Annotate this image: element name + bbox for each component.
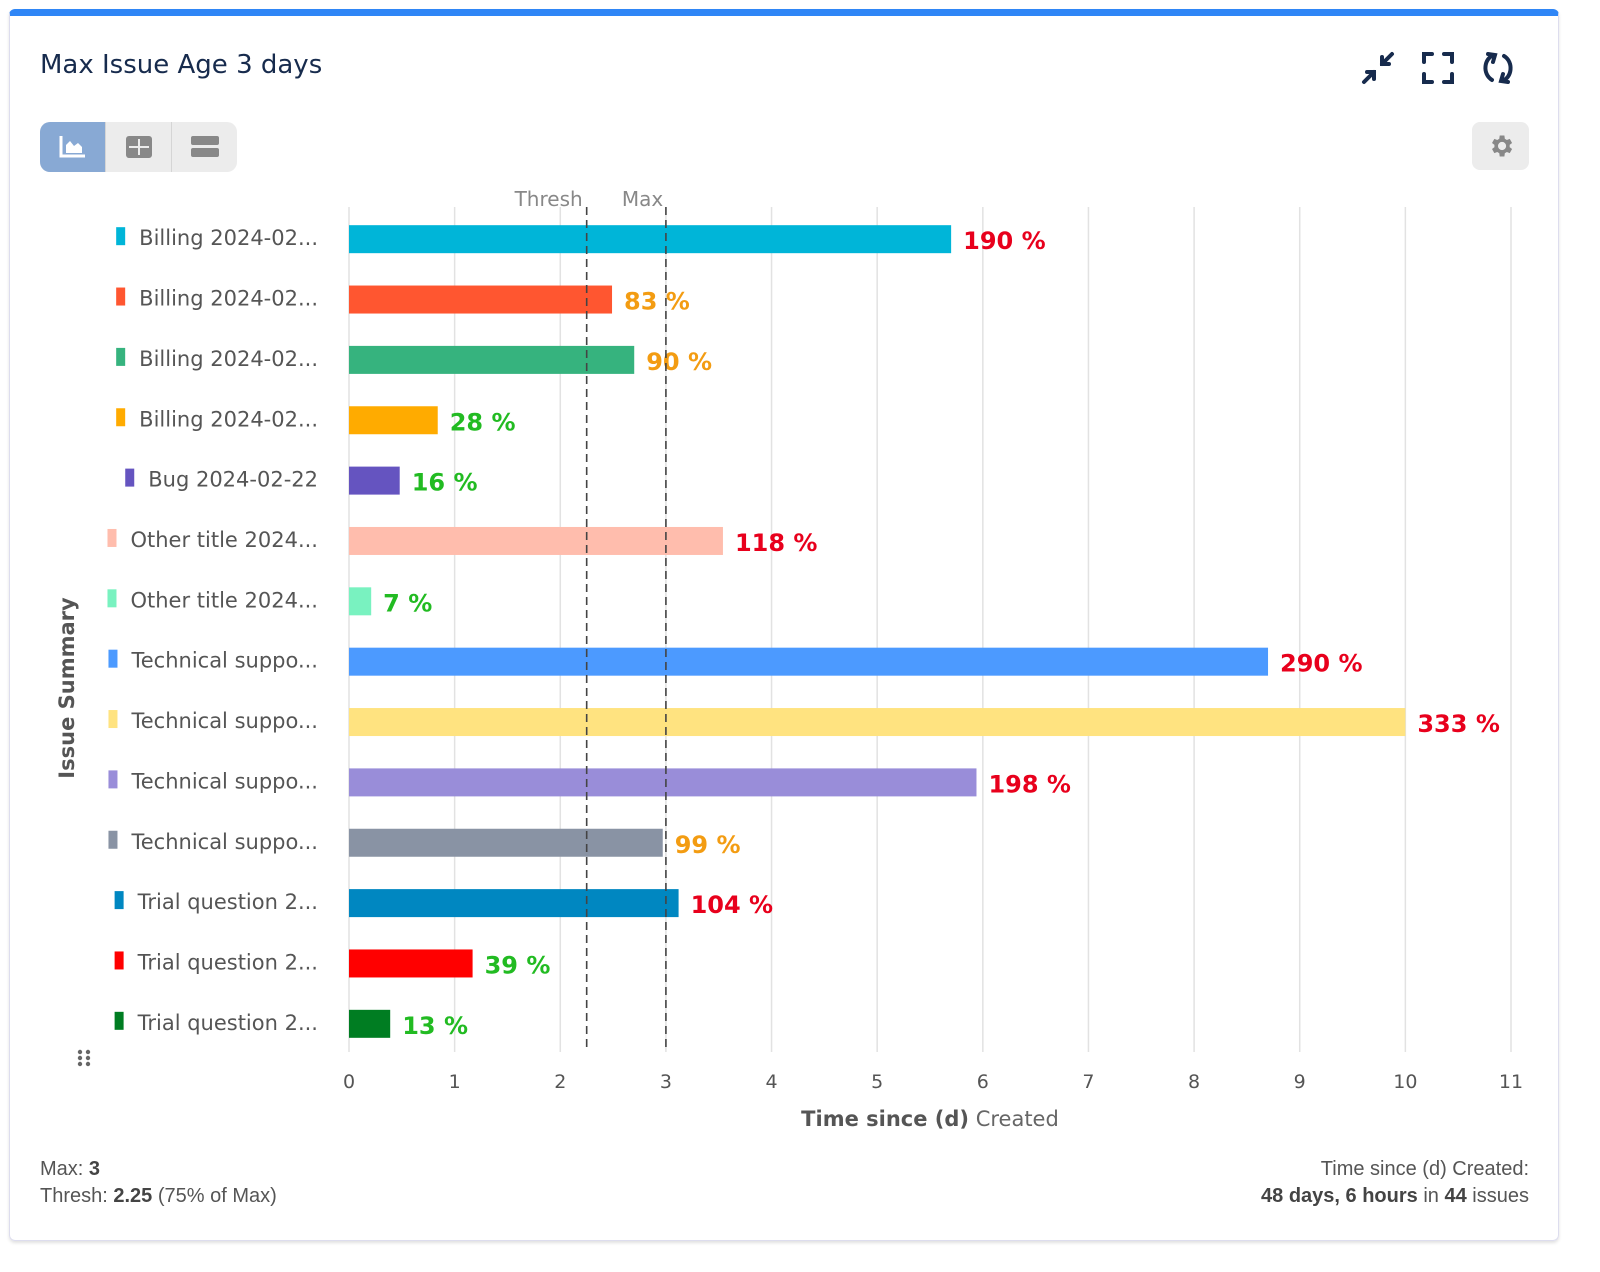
legend-swatch: [116, 347, 126, 366]
refresh-icon[interactable]: [1478, 48, 1518, 88]
x-tick-label: 1: [449, 1071, 461, 1093]
category-label: Technical suppo...: [130, 709, 318, 733]
category-label: Trial question 2...: [137, 1011, 318, 1035]
legend-swatch: [116, 227, 126, 246]
x-tick-label: 0: [343, 1071, 355, 1093]
fullscreen-icon[interactable]: [1418, 48, 1458, 88]
legend-swatch: [114, 1011, 124, 1030]
bar: [349, 285, 613, 314]
footer-summary: Time since (d) Created: 48 days, 6 hours…: [1261, 1158, 1529, 1207]
bar: [349, 587, 372, 616]
bar: [349, 949, 473, 978]
settings-button[interactable]: [1472, 122, 1529, 170]
data-label: 83 %: [624, 288, 690, 316]
chart-view-button[interactable]: [40, 122, 106, 172]
bar: [349, 466, 400, 495]
x-tick-label: 9: [1294, 1071, 1306, 1093]
bar: [349, 828, 663, 857]
data-label: 290 %: [1280, 650, 1363, 678]
legend-swatch: [107, 528, 117, 547]
legend-swatch: [108, 770, 118, 789]
view-toggle: [40, 122, 237, 172]
legend-swatch: [107, 589, 117, 608]
category-label: Trial question 2...: [137, 950, 318, 974]
x-tick-label: 11: [1499, 1071, 1523, 1093]
category-label: Technical suppo...: [130, 649, 318, 673]
category-label: Billing 2024-02...: [139, 347, 318, 371]
data-label: 104 %: [691, 891, 774, 919]
category-label: Technical suppo...: [130, 769, 318, 793]
legend-swatch: [114, 951, 124, 970]
collapse-icon[interactable]: [1358, 48, 1398, 88]
category-label: Bug 2024-02-22: [148, 468, 318, 492]
legend-swatch: [108, 649, 118, 668]
chart-icon: [59, 136, 85, 158]
page-title: Max Issue Age 3 days: [40, 50, 323, 80]
bar: [349, 526, 723, 555]
data-label: 28 %: [450, 408, 516, 436]
category-label: Technical suppo...: [130, 830, 318, 854]
category-label: Other title 2024...: [130, 588, 318, 612]
x-tick-label: 10: [1393, 1071, 1417, 1093]
bar: [349, 708, 1406, 737]
gear-icon: [1491, 135, 1512, 157]
legend-swatch: [108, 710, 118, 729]
legend-swatch: [108, 830, 118, 849]
data-label: 16 %: [412, 469, 478, 497]
table-icon: [125, 136, 152, 158]
x-tick-label: 2: [554, 1071, 566, 1093]
legend-swatch: [116, 287, 126, 306]
x-tick-label: 7: [1082, 1071, 1094, 1093]
table-view-button[interactable]: [106, 122, 172, 172]
y-axis-label: Issue Summary: [55, 597, 79, 779]
bar: [349, 345, 635, 374]
legend-swatch: [125, 468, 135, 487]
x-axis-label: Time since (d) Created: [801, 1107, 1059, 1131]
bar: [349, 647, 1269, 676]
bar: [349, 225, 952, 254]
category-label: Billing 2024-02...: [139, 226, 318, 250]
chart-card: [9, 9, 1559, 1241]
drag-handle-icon[interactable]: [77, 1049, 91, 1067]
bar: [349, 406, 438, 435]
x-tick-label: 5: [871, 1071, 883, 1093]
legend-swatch: [114, 891, 124, 910]
data-label: 7 %: [383, 589, 432, 617]
x-tick-label: 8: [1188, 1071, 1200, 1093]
data-label: 39 %: [485, 951, 551, 979]
reference-label-thresh: Thresh: [514, 187, 583, 211]
data-label: 13 %: [402, 1012, 468, 1040]
category-label: Billing 2024-02...: [139, 407, 318, 431]
data-label: 190 %: [963, 227, 1045, 255]
list-view-button[interactable]: [172, 122, 237, 172]
bar: [349, 1009, 391, 1038]
data-label: 99 %: [675, 831, 741, 859]
bar-chart: 190 % 83 % 90 % 28 % 16 % 118 % 7 % 290 % 333 % 1…: [55, 187, 1523, 1131]
x-tick-label: 6: [977, 1071, 989, 1093]
x-tick-label: 3: [660, 1071, 672, 1093]
category-label: Trial question 2...: [137, 890, 318, 914]
bar: [349, 889, 679, 918]
data-label: 90 %: [646, 348, 712, 376]
legend-swatch: [116, 408, 126, 427]
bar: [349, 768, 977, 797]
data-label: 333 %: [1417, 710, 1500, 738]
category-label: Other title 2024...: [130, 528, 318, 552]
data-label: 198 %: [988, 770, 1071, 798]
list-icon: [190, 136, 219, 157]
category-label: Billing 2024-02...: [139, 287, 318, 311]
data-label: 118 %: [735, 529, 818, 557]
x-tick-label: 4: [765, 1071, 777, 1093]
reference-label-max: Max: [622, 187, 664, 211]
footer-stats: Max: 3 Thresh: 2.25 (75% of Max): [40, 1158, 277, 1207]
